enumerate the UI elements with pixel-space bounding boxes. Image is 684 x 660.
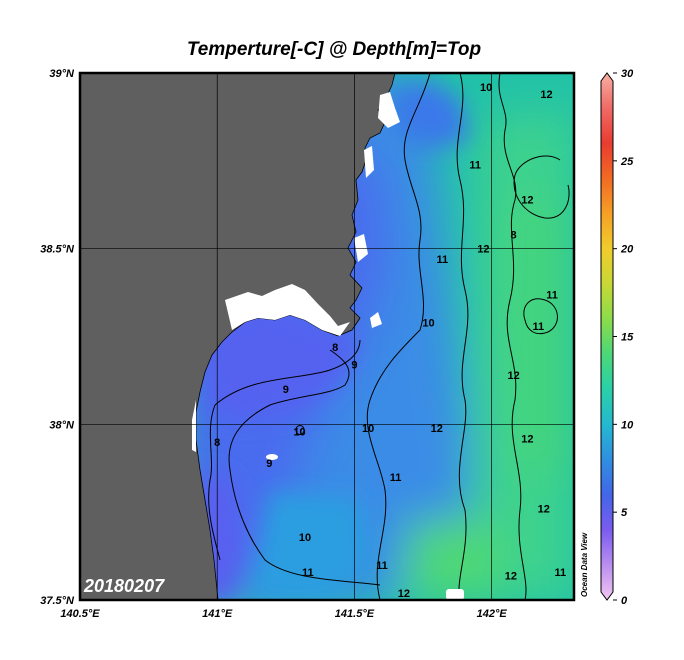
nodata-coast-mid — [364, 146, 374, 178]
graticule — [80, 73, 574, 600]
contour-label: 11 — [533, 321, 545, 333]
x-tick-label: 141°E — [202, 608, 233, 620]
nodata-islet — [370, 312, 382, 328]
contour-label: 11 — [546, 289, 558, 301]
colorbar: 0 5 10 15 20 25 30 — [600, 68, 634, 607]
contour-label: 11 — [436, 254, 448, 266]
colorbar-tick-label: 0 — [621, 595, 628, 607]
x-axis-ticks: 140.5°E 141°E 141.5°E 142°E — [60, 608, 507, 620]
ocean-data-view-watermark: Ocean Data View — [580, 532, 589, 597]
contour-label: 10 — [299, 532, 311, 544]
contour-label: 12 — [521, 194, 533, 206]
contour-9 — [228, 349, 381, 586]
x-tick-label: 140.5°E — [60, 608, 100, 620]
colorbar-tick-label: 30 — [621, 68, 634, 80]
nodata-coast-north — [378, 92, 400, 128]
contour-label: 11 — [302, 567, 314, 579]
contour-label: 12 — [505, 570, 517, 582]
plot-area: 10 12 11 12 8 11 12 11 11 10 8 9 12 9 10 12 12 8 10 9 11 12 10… — [80, 73, 574, 600]
y-tick-label: 37.5°N — [40, 595, 75, 607]
y-tick-label: 39°N — [49, 68, 75, 80]
contour-11 — [456, 73, 469, 600]
contour-label: 8 — [214, 437, 220, 449]
contour-label: 11 — [390, 472, 402, 484]
contour-label: 10 — [422, 317, 434, 329]
contour-label: 12 — [521, 433, 533, 445]
y-tick-label: 38.5°N — [40, 244, 75, 256]
contour-label: 12 — [538, 504, 550, 516]
contour-label: 10 — [362, 423, 374, 435]
colorbar-ticks: 0 5 10 15 20 25 30 — [613, 68, 634, 607]
date-label: 20180207 — [83, 576, 165, 596]
contour-10 — [366, 73, 431, 600]
nodata-spot-a — [266, 454, 278, 460]
contour-8 — [208, 339, 361, 561]
colorbar-tick-label: 15 — [621, 332, 634, 344]
nodata-coast-south — [192, 400, 196, 452]
colorbar-tick-label: 25 — [620, 156, 634, 168]
contour-label: 9 — [351, 360, 357, 372]
contour-labels: 10 12 11 12 8 11 12 11 11 10 8 9 12 9 10 12 12 8 10 9 11 12 10… — [214, 82, 566, 600]
temperature-nearshore — [195, 80, 470, 600]
contour-closed-b — [523, 298, 558, 335]
contour-label: 12 — [540, 89, 552, 101]
colorbar-tick-label: 20 — [620, 244, 634, 256]
contour-lines — [208, 73, 570, 600]
contour-label: 12 — [507, 370, 519, 382]
contour-label: 9 — [283, 384, 289, 396]
colorbar-ramp — [600, 72, 614, 601]
colorbar-tick-label: 10 — [621, 419, 634, 431]
contour-label: 10 — [480, 82, 492, 94]
contour-label: 9 — [266, 458, 272, 470]
contour-closed-c — [295, 425, 305, 435]
y-axis-ticks: 37.5°N 38°N 38.5°N 39°N — [40, 68, 75, 607]
y-tick-label: 38°N — [49, 419, 75, 431]
nodata-spot-b — [446, 589, 464, 600]
contour-label: 8 — [511, 230, 517, 242]
x-tick-label: 142°E — [477, 608, 508, 620]
contour-label: 12 — [431, 423, 443, 435]
nodata-bay — [225, 284, 350, 336]
x-tick-label: 141.5°E — [335, 608, 375, 620]
contour-label: 12 — [398, 588, 410, 600]
contour-label: 12 — [477, 244, 489, 256]
colorbar-tick-label: 5 — [621, 507, 628, 519]
contour-label: 11 — [469, 159, 481, 171]
contour-label: 10 — [293, 426, 305, 438]
map-title: Temperture[-C] @ Depth[m]=Top — [187, 39, 481, 60]
contour-label: 8 — [332, 342, 338, 354]
nodata-coast-lower — [354, 234, 368, 262]
contour-12 — [498, 73, 527, 600]
map-frame — [78, 71, 576, 602]
contour-label: 11 — [376, 560, 388, 572]
contour-label: 11 — [554, 567, 566, 579]
contour-closed-a — [513, 155, 570, 219]
